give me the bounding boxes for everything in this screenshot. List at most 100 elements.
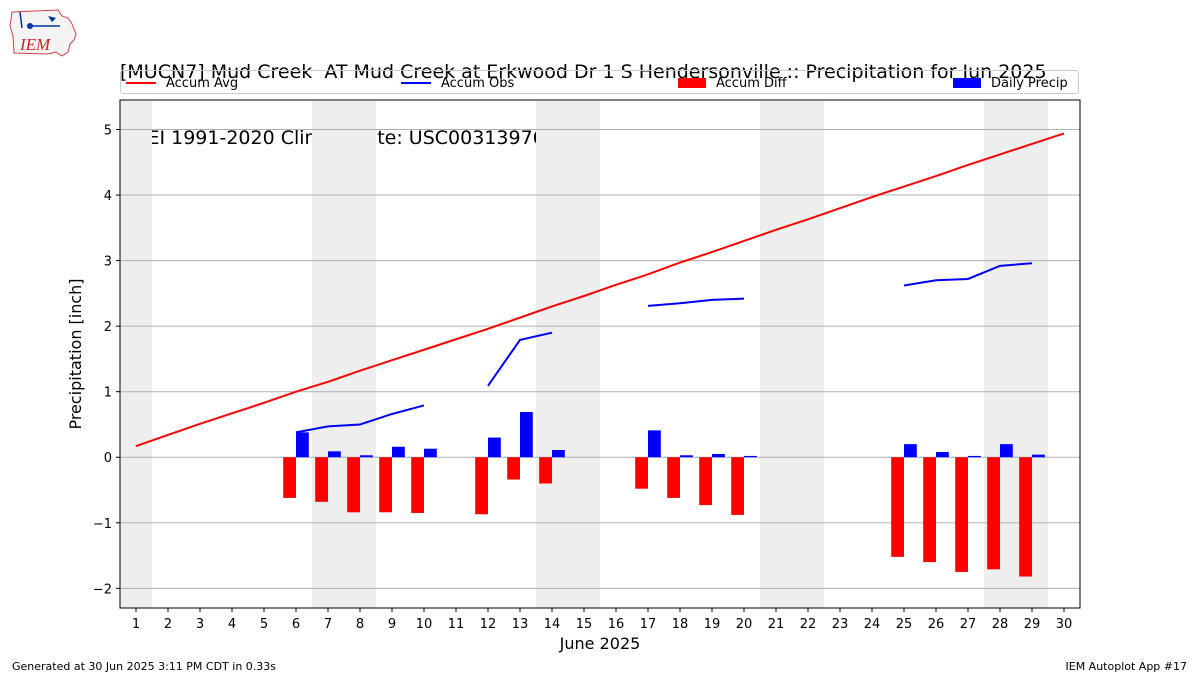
accum-diff-bar (699, 457, 712, 506)
x-tick-label: 18 (672, 617, 689, 632)
logo-text: IEM (19, 35, 51, 54)
x-tick-label: 29 (1024, 617, 1041, 632)
accum-diff-bar (539, 457, 552, 484)
daily-precip-bar (904, 444, 917, 458)
accum-diff-bar (955, 457, 968, 572)
y-tick-label: 4 (104, 189, 112, 204)
legend-label: Accum Diff (716, 75, 787, 91)
accum-diff-bar (667, 457, 680, 498)
daily-precip-bar (296, 432, 309, 458)
y-axis-label: Precipitation [inch] (66, 278, 85, 429)
x-tick-label: 1 (132, 617, 140, 632)
y-tick-label: −1 (93, 517, 112, 532)
daily-precip-bar (360, 455, 373, 458)
legend-swatch (678, 78, 706, 88)
accum-obs-line (295, 404, 425, 434)
x-tick-label: 14 (544, 617, 561, 632)
daily-precip-bar (424, 448, 437, 458)
legend-item-accum-diff: Accum Diff (678, 74, 787, 92)
x-tick-label: 2 (164, 617, 172, 632)
x-tick-label: 30 (1056, 617, 1073, 632)
daily-precip-bar (1000, 444, 1013, 458)
x-tick-label: 20 (736, 617, 753, 632)
accum-diff-bar (923, 457, 936, 563)
daily-precip-bar (744, 455, 757, 458)
chart-title-line1: [MUCN7] Mud Creek AT Mud Creek at Erkwoo… (120, 61, 1047, 83)
y-tick-label: 0 (104, 451, 112, 466)
accum-diff-bar (475, 457, 488, 515)
x-tick-label: 7 (324, 617, 332, 632)
legend-item-accum-obs: Accum Obs (401, 74, 514, 92)
legend-swatch (126, 82, 156, 84)
accum-obs-line (903, 262, 1033, 287)
x-tick-label: 23 (832, 617, 849, 632)
legend-label: Accum Obs (441, 75, 515, 91)
legend-label: Accum Avg (166, 75, 239, 91)
x-tick-label: 3 (196, 617, 204, 632)
x-tick-label: 28 (992, 617, 1009, 632)
weekend-band (760, 100, 824, 608)
daily-precip-bar (936, 451, 949, 458)
plot-frame (119, 99, 1081, 609)
daily-precip-bar (680, 455, 693, 458)
y-tick-label: 3 (104, 255, 112, 270)
weekend-band (120, 100, 152, 608)
legend-swatch (401, 82, 431, 84)
x-tick-label: 12 (480, 617, 497, 632)
daily-precip-bar (1032, 454, 1045, 458)
weekend-band (536, 100, 600, 608)
accum-obs-line (487, 331, 553, 387)
accum-diff-bar (635, 457, 648, 489)
accum-diff-bar (315, 457, 328, 502)
x-tick-label: 15 (576, 617, 593, 632)
x-tick-label: 10 (416, 617, 433, 632)
accum-diff-bar (411, 457, 424, 513)
iem-logo: IEM (9, 9, 77, 57)
x-tick-label: 27 (960, 617, 977, 632)
x-tick-label: 21 (768, 617, 785, 632)
y-tick-label: 1 (104, 386, 112, 401)
daily-precip-bar (968, 455, 981, 458)
accum-diff-bar (507, 457, 520, 480)
accum-diff-bar (1019, 457, 1032, 577)
footer-app: IEM Autoplot App #17 (1065, 660, 1188, 673)
y-tick-label: −2 (93, 582, 112, 597)
y-tick-label: 2 (104, 320, 112, 335)
x-tick-label: 6 (292, 617, 300, 632)
x-tick-label: 25 (896, 617, 913, 632)
legend: Accum Avg Accum Obs Accum Diff Daily Pre… (120, 70, 1079, 94)
daily-precip-bar (712, 453, 725, 458)
legend-label: Daily Precip (991, 75, 1068, 91)
daily-precip-bar (648, 430, 661, 458)
accum-diff-bar (283, 457, 296, 498)
accum-diff-bar (347, 457, 360, 513)
x-tick-label: 22 (800, 617, 817, 632)
legend-item-daily-precip: Daily Precip (953, 74, 1068, 92)
x-tick-label: 19 (704, 617, 721, 632)
accum-diff-bar (891, 457, 904, 557)
x-tick-label: 8 (356, 617, 364, 632)
legend-item-accum-avg: Accum Avg (126, 74, 238, 92)
accum-avg-line (135, 132, 1065, 448)
legend-swatch (953, 78, 981, 88)
daily-precip-bar (488, 437, 501, 458)
x-axis-label: June 2025 (559, 634, 641, 653)
daily-precip-bar (328, 451, 341, 458)
x-tick-label: 26 (928, 617, 945, 632)
x-tick-label: 16 (608, 617, 625, 632)
accum-diff-bar (987, 457, 1000, 570)
accum-obs-line (647, 297, 745, 307)
x-tick-label: 9 (388, 617, 396, 632)
x-tick-label: 11 (448, 617, 465, 632)
x-tick-label: 13 (512, 617, 529, 632)
x-tick-label: 24 (864, 617, 881, 632)
daily-precip-bar (392, 446, 405, 458)
x-tick-label: 5 (260, 617, 268, 632)
accum-diff-bar (731, 457, 744, 515)
x-tick-label: 17 (640, 617, 657, 632)
x-tick-label: 4 (228, 617, 236, 632)
daily-precip-bar (552, 450, 565, 458)
accum-diff-bar (379, 457, 392, 513)
daily-precip-bar (520, 412, 533, 458)
